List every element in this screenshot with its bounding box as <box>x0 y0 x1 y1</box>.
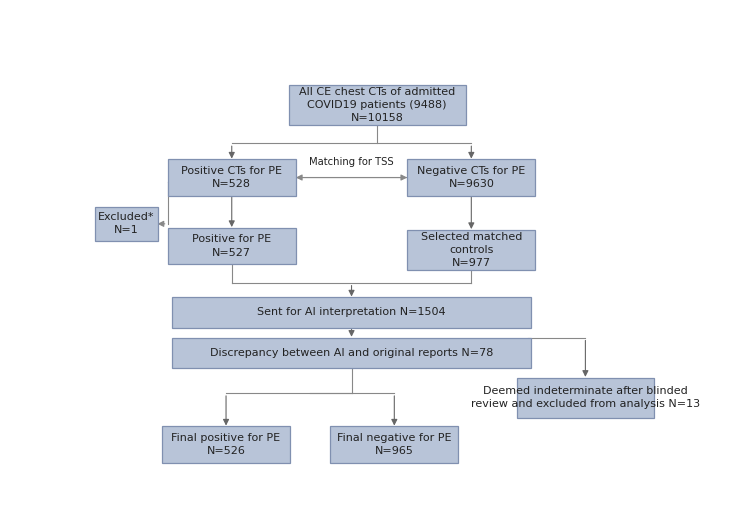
FancyBboxPatch shape <box>171 338 531 368</box>
FancyBboxPatch shape <box>289 85 466 125</box>
Text: Positive CTs for PE
N=528: Positive CTs for PE N=528 <box>181 166 282 189</box>
Text: Final positive for PE
N=526: Final positive for PE N=526 <box>171 433 280 456</box>
Text: All CE chest CTs of admitted
COVID19 patients (9488)
N=10158: All CE chest CTs of admitted COVID19 pat… <box>299 87 456 123</box>
FancyBboxPatch shape <box>407 230 536 270</box>
Text: Final negative for PE
N=965: Final negative for PE N=965 <box>337 433 452 456</box>
Text: Matching for TSS: Matching for TSS <box>309 157 394 167</box>
FancyBboxPatch shape <box>95 207 158 241</box>
FancyBboxPatch shape <box>162 426 290 463</box>
FancyBboxPatch shape <box>517 378 654 418</box>
FancyBboxPatch shape <box>407 160 536 196</box>
Text: Discrepancy between AI and original reports N=78: Discrepancy between AI and original repo… <box>210 348 493 358</box>
Text: Selected matched
controls
N=977: Selected matched controls N=977 <box>421 232 522 268</box>
Text: Sent for AI interpretation N=1504: Sent for AI interpretation N=1504 <box>257 308 446 317</box>
FancyBboxPatch shape <box>168 160 296 196</box>
FancyBboxPatch shape <box>168 228 296 264</box>
FancyBboxPatch shape <box>171 298 531 327</box>
Text: Positive for PE
N=527: Positive for PE N=527 <box>192 234 272 258</box>
Text: Negative CTs for PE
N=9630: Negative CTs for PE N=9630 <box>417 166 526 189</box>
Text: Deemed indeterminate after blinded
review and excluded from analysis N=13: Deemed indeterminate after blinded revie… <box>471 386 700 410</box>
FancyBboxPatch shape <box>330 426 459 463</box>
Text: Excluded*
N=1: Excluded* N=1 <box>98 212 155 235</box>
